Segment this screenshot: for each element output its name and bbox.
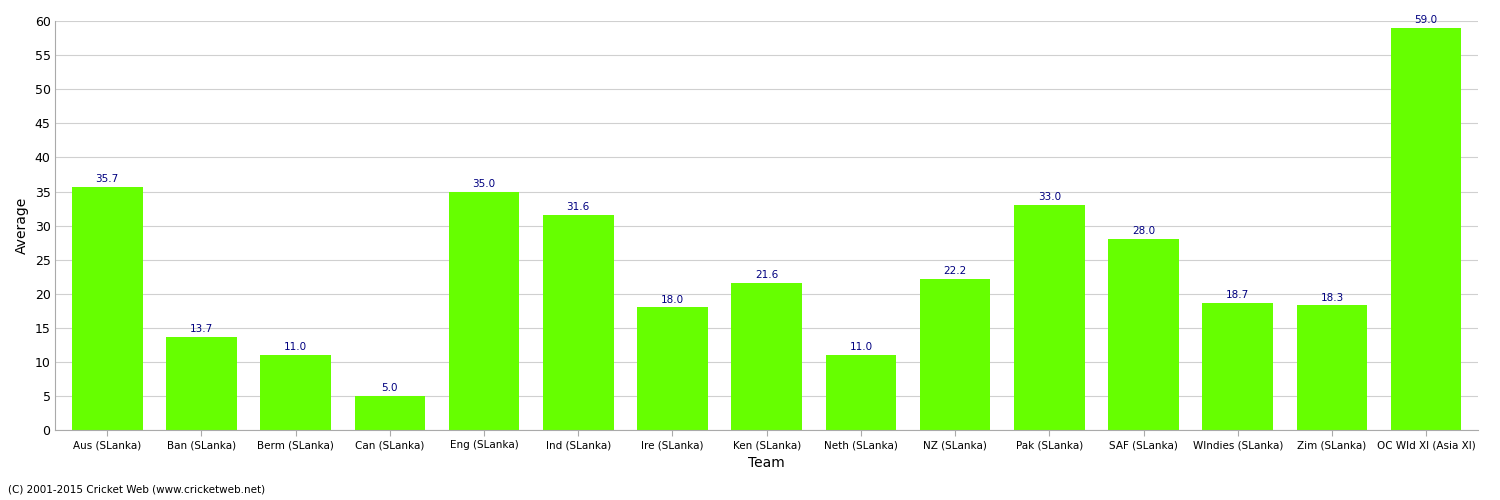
Bar <box>72 186 142 430</box>
Text: 28.0: 28.0 <box>1132 226 1155 236</box>
Bar <box>354 396 424 430</box>
X-axis label: Team: Team <box>748 456 784 470</box>
Text: 35.0: 35.0 <box>472 179 495 189</box>
Text: 21.6: 21.6 <box>754 270 778 280</box>
Y-axis label: Average: Average <box>15 197 28 254</box>
Bar <box>920 278 990 430</box>
Text: 11.0: 11.0 <box>849 342 873 352</box>
Bar <box>543 214 614 430</box>
Text: 18.0: 18.0 <box>662 294 684 304</box>
Text: 31.6: 31.6 <box>567 202 590 212</box>
Bar <box>1014 205 1084 430</box>
Bar <box>261 355 332 430</box>
Bar <box>732 283 802 430</box>
Bar <box>825 355 896 430</box>
Bar <box>1296 306 1368 430</box>
Text: 5.0: 5.0 <box>381 383 398 393</box>
Text: (C) 2001-2015 Cricket Web (www.cricketweb.net): (C) 2001-2015 Cricket Web (www.cricketwe… <box>8 485 264 495</box>
Bar <box>448 192 519 430</box>
Text: 33.0: 33.0 <box>1038 192 1060 202</box>
Text: 18.7: 18.7 <box>1226 290 1250 300</box>
Bar <box>1203 302 1274 430</box>
Text: 35.7: 35.7 <box>96 174 118 184</box>
Text: 11.0: 11.0 <box>284 342 308 352</box>
Bar <box>166 336 237 430</box>
Text: 59.0: 59.0 <box>1414 15 1437 25</box>
Text: 22.2: 22.2 <box>944 266 966 276</box>
Text: 13.7: 13.7 <box>190 324 213 334</box>
Text: 18.3: 18.3 <box>1320 292 1344 302</box>
Bar <box>1108 239 1179 430</box>
Bar <box>1390 28 1461 430</box>
Bar <box>638 308 708 430</box>
